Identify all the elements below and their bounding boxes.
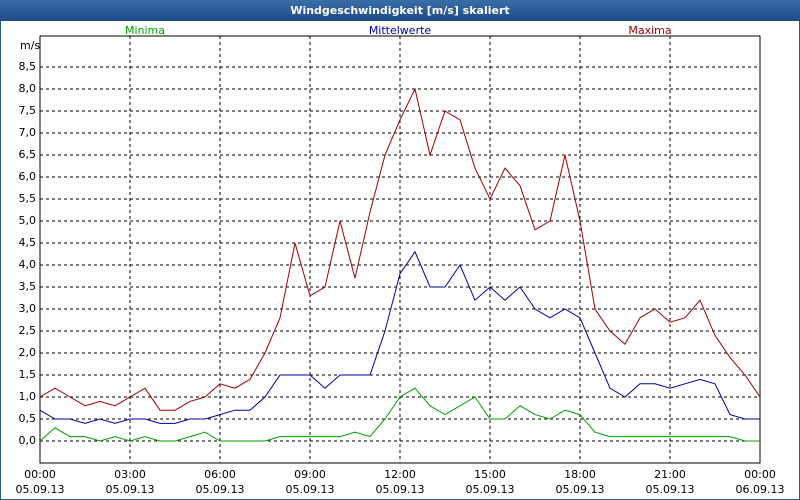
y-tick-label: 0,5 (19, 412, 37, 425)
x-tick-date: 05.09.13 (646, 483, 695, 496)
y-tick-label: 5,5 (19, 192, 37, 205)
y-tick-label: 3,5 (19, 280, 37, 293)
series-line (39, 87, 761, 411)
x-tick-date: 05.09.13 (376, 483, 425, 496)
y-tick-label: 6,0 (19, 170, 37, 183)
legend-entry: Mittelwerte (369, 24, 432, 37)
x-tick-date: 05.09.13 (466, 483, 515, 496)
x-tick-label: 21:00 (654, 468, 686, 481)
x-tick-label: 03:00 (114, 468, 146, 481)
x-tick-label: 12:00 (384, 468, 416, 481)
x-tick-label: 09:00 (294, 468, 326, 481)
series-line (39, 387, 760, 442)
x-tick-date: 05.09.13 (556, 483, 605, 496)
x-tick-date: 05.09.13 (286, 483, 335, 496)
legend-entry: Maxima (628, 24, 671, 37)
y-tick-label: 0,0 (19, 434, 37, 447)
y-unit: m/s (20, 39, 40, 52)
y-tick-label: 8,0 (19, 82, 37, 95)
y-tick-label: 1,5 (19, 368, 37, 381)
x-tick-label: 15:00 (474, 468, 506, 481)
y-tick-label: 8,5 (19, 60, 37, 73)
y-tick-label: 1,0 (19, 390, 37, 403)
y-tick-label: 5,0 (19, 214, 37, 227)
y-tick-label: 2,0 (19, 346, 37, 359)
y-tick-label: 4,5 (19, 236, 37, 249)
y-tick-label: 3,0 (19, 302, 37, 315)
legend-entry: Minima (125, 24, 165, 37)
series-line (39, 250, 760, 424)
x-tick-date: 05.09.13 (106, 483, 155, 496)
x-tick-label: 06:00 (204, 468, 236, 481)
y-tick-label: 2,5 (19, 324, 37, 337)
y-tick-label: 7,0 (19, 126, 37, 139)
chart-title: Windgeschwindigkeit [m/s] skaliert (290, 4, 509, 17)
x-tick-label: 00:00 (24, 468, 56, 481)
x-tick-date: 05.09.13 (16, 483, 65, 496)
x-tick-date: 05.09.13 (196, 483, 245, 496)
x-tick-label: 00:00 (744, 468, 776, 481)
y-tick-label: 7,5 (19, 104, 37, 117)
x-tick-label: 18:00 (564, 468, 596, 481)
title-bar (0, 0, 800, 21)
x-tick-date: 06.09.13 (736, 483, 785, 496)
y-tick-label: 6,5 (19, 148, 37, 161)
y-tick-label: 4,0 (19, 258, 37, 271)
